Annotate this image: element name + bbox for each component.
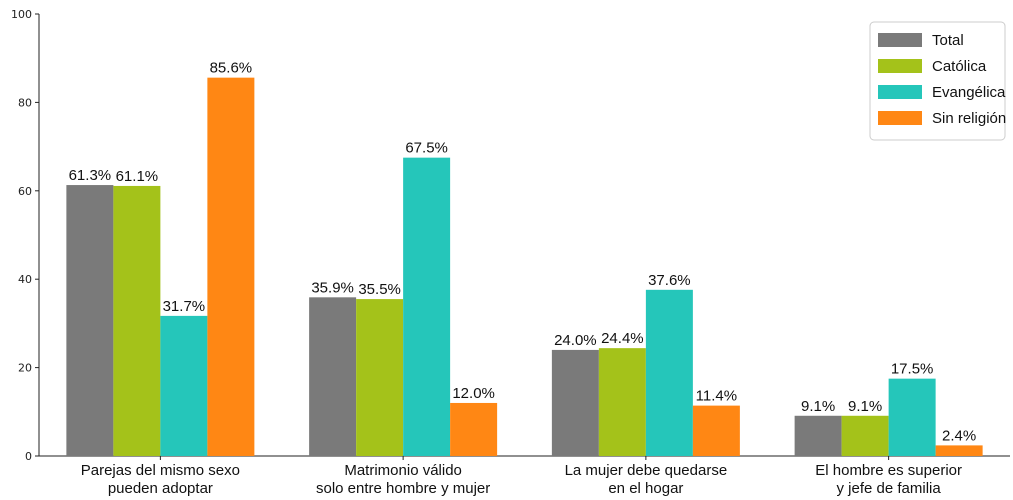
bar-sin-religi-n <box>935 445 983 456</box>
bar-evang-lica <box>888 378 936 456</box>
bar-total <box>551 349 599 456</box>
bar-cat-lica <box>113 185 161 457</box>
legend-item-label: Total <box>932 32 964 49</box>
bar-sin-religi-n <box>692 405 740 456</box>
data-label: 24.0% <box>554 332 597 349</box>
legend-swatch <box>878 59 922 73</box>
data-label: 35.9% <box>311 279 354 296</box>
bar-cat-lica <box>356 299 404 456</box>
legend-box <box>869 21 1006 141</box>
y-tick-label: 40 <box>18 273 32 286</box>
bar-cat-lica <box>598 348 646 456</box>
legend-swatch <box>878 111 922 125</box>
data-label: 61.3% <box>69 167 112 184</box>
data-label: 31.7% <box>163 298 206 315</box>
x-category-label: y jefe de familia <box>837 480 942 497</box>
bar-total <box>66 185 114 456</box>
y-tick-label: 20 <box>18 362 32 375</box>
data-label: 12.0% <box>452 385 495 402</box>
bar-cat-lica <box>841 415 889 456</box>
y-tick-label: 0 <box>25 450 32 463</box>
legend: Total Católica Evangélica Sin religión <box>869 21 1006 141</box>
x-category-label: El hombre es superior <box>815 462 962 479</box>
data-label: 35.5% <box>358 281 401 298</box>
legend-swatch <box>878 33 922 47</box>
data-label: 67.5% <box>405 140 448 157</box>
x-category-label: en el hogar <box>608 480 683 497</box>
bar-evang-lica <box>403 157 451 456</box>
x-category-label: Parejas del mismo sexo <box>81 462 240 479</box>
bar-evang-lica <box>645 289 693 456</box>
x-category-label: solo entre hombre y mujer <box>316 480 490 497</box>
legend-item-label: Sin religión <box>932 110 1006 127</box>
y-tick-label: 60 <box>18 185 32 198</box>
x-category-label: La mujer debe quedarse <box>565 462 728 479</box>
legend-item-label: Evangélica <box>932 84 1006 101</box>
data-label: 9.1% <box>801 398 835 415</box>
data-label: 9.1% <box>848 398 882 415</box>
data-label: 2.4% <box>942 427 976 444</box>
bar-total <box>309 297 357 456</box>
legend-swatch <box>878 85 922 99</box>
y-tick-label: 80 <box>18 96 32 109</box>
data-label: 11.4% <box>696 388 737 405</box>
data-label: 17.5% <box>891 361 934 378</box>
value-labels: 61.3% 61.1% 31.7% 85.6% 35.9% 35.5% 67.5% 12.0%… <box>69 60 977 445</box>
bar-total <box>794 415 842 456</box>
data-label: 61.1% <box>116 168 159 185</box>
bars <box>66 77 983 457</box>
x-category-label: pueden adoptar <box>108 480 213 497</box>
bar-evang-lica <box>160 315 208 456</box>
legend-item-label: Católica <box>932 58 987 75</box>
data-label: 37.6% <box>648 272 691 289</box>
y-tick-label: 100 <box>11 8 32 21</box>
data-label: 24.4% <box>601 330 644 347</box>
bar-sin-religi-n <box>207 77 255 456</box>
x-category-label: Matrimonio válido <box>344 462 462 479</box>
bar-sin-religi-n <box>450 402 498 456</box>
data-label: 85.6% <box>210 60 253 77</box>
